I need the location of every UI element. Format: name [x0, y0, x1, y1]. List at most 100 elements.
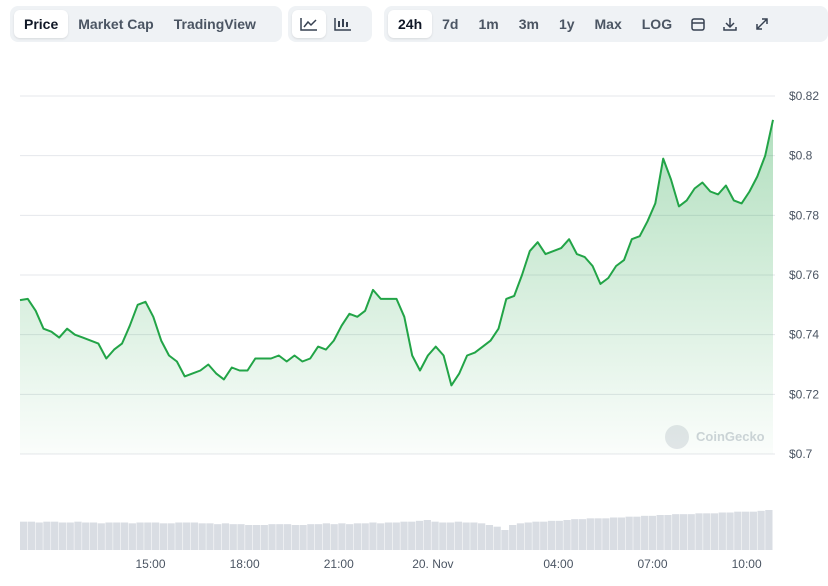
y-tick-label: $0.7 [789, 447, 813, 461]
volume-bar [516, 523, 525, 550]
volume-bar [105, 522, 113, 550]
volume-bar [703, 513, 711, 550]
volume-bar [687, 514, 695, 550]
volume-bar [20, 521, 28, 550]
volume-bar [672, 514, 680, 550]
volume-bar [540, 521, 548, 550]
volume-bar [679, 514, 688, 550]
view-tabs: Price Market Cap TradingView [10, 6, 282, 42]
volume-bar [439, 522, 447, 550]
x-tick-label: 10:00 [732, 557, 762, 571]
volume-bar [664, 515, 672, 550]
watermark: CoinGecko [696, 429, 765, 444]
volume-bar [27, 521, 36, 550]
icon [691, 18, 705, 31]
price-area [20, 119, 773, 455]
watermark-logo [665, 425, 689, 449]
volume-bar [51, 521, 59, 550]
volume-bar [136, 522, 144, 550]
volume-bar [113, 522, 121, 550]
range-tab[interactable]: Max [594, 16, 622, 32]
calendar-icon[interactable] [682, 10, 714, 38]
volume-bar [586, 518, 594, 550]
range-tab[interactable]: 1m [478, 16, 499, 32]
volume-bar [151, 522, 160, 550]
volume-bar [641, 515, 649, 550]
volume-bar [757, 510, 765, 550]
volume-bar [74, 521, 82, 550]
y-tick-label: $0.74 [789, 328, 819, 342]
volume-bar [625, 516, 633, 550]
y-tick-label: $0.78 [789, 208, 819, 222]
icon [756, 18, 768, 30]
volume-bar [353, 523, 362, 550]
volume-bar [400, 521, 408, 550]
volume-bar [97, 523, 105, 550]
volume-bar [524, 522, 532, 550]
volume-bar [167, 523, 175, 550]
volume-bar [509, 525, 517, 550]
volume-bar [58, 522, 67, 550]
icon [334, 18, 351, 31]
volume-bar [710, 513, 719, 550]
volume-bar [214, 524, 222, 550]
volume-bar [470, 522, 478, 550]
volume-bar [571, 519, 579, 550]
view-tab[interactable]: TradingView [173, 16, 256, 32]
volume-bar [314, 524, 323, 550]
volume-bar [431, 521, 439, 550]
view-tab[interactable]: Price [14, 10, 69, 38]
volume-bar [175, 522, 183, 550]
volume-bar [35, 522, 43, 550]
log-toggle[interactable]: LOG [641, 16, 673, 32]
volume-bar [268, 524, 276, 550]
volume-bar [229, 524, 237, 550]
volume-bar [276, 524, 284, 550]
volume-bar [656, 515, 664, 550]
volume-bar [183, 522, 191, 550]
range-tabs: 24h 7d 1m 3m 1y Max LOG [384, 6, 828, 42]
volume-bar [462, 522, 470, 550]
volume-bar [493, 526, 501, 550]
range-tab[interactable]: 7d [442, 16, 459, 32]
range-tab[interactable]: 1y [558, 16, 575, 32]
volume-bar [260, 525, 268, 550]
volume-bar [377, 523, 385, 550]
range-tab[interactable]: 3m [518, 16, 539, 32]
view-tab[interactable]: Market Cap [78, 16, 154, 32]
volume-bar [384, 522, 393, 550]
expand-icon[interactable] [746, 10, 778, 38]
volume-bar [82, 522, 90, 550]
y-tick-label: $0.72 [789, 387, 819, 401]
volume-bar [190, 522, 199, 550]
volume-bar [454, 521, 462, 550]
volume-bar [89, 522, 98, 550]
icon [300, 18, 317, 31]
volume-bar [765, 510, 773, 550]
volume-bar [283, 524, 292, 550]
volume-bar [532, 521, 540, 550]
x-tick-label: 07:00 [637, 557, 667, 571]
volume-bar [609, 517, 618, 550]
volume-bar [547, 520, 556, 550]
x-tick-label: 20. Nov [412, 557, 453, 571]
x-tick-label: 18:00 [230, 557, 260, 571]
line-icon[interactable] [292, 10, 326, 38]
download-icon[interactable] [714, 10, 746, 38]
volume-bar [446, 522, 455, 550]
volume-bar [361, 523, 369, 550]
volume-bar [602, 518, 610, 550]
volume-bar [594, 518, 602, 550]
candle-icon[interactable] [326, 10, 360, 38]
y-tick-label: $0.82 [789, 89, 819, 103]
volume-bar [307, 524, 315, 550]
y-tick-label: $0.76 [789, 268, 819, 282]
volume-bar [648, 515, 657, 550]
price-line [19, 119, 774, 387]
volume-bar [633, 516, 641, 550]
range-tab[interactable]: 24h [388, 10, 433, 38]
volume-bar [322, 523, 331, 550]
volume-bar [415, 520, 424, 550]
volume-bar [478, 523, 486, 550]
